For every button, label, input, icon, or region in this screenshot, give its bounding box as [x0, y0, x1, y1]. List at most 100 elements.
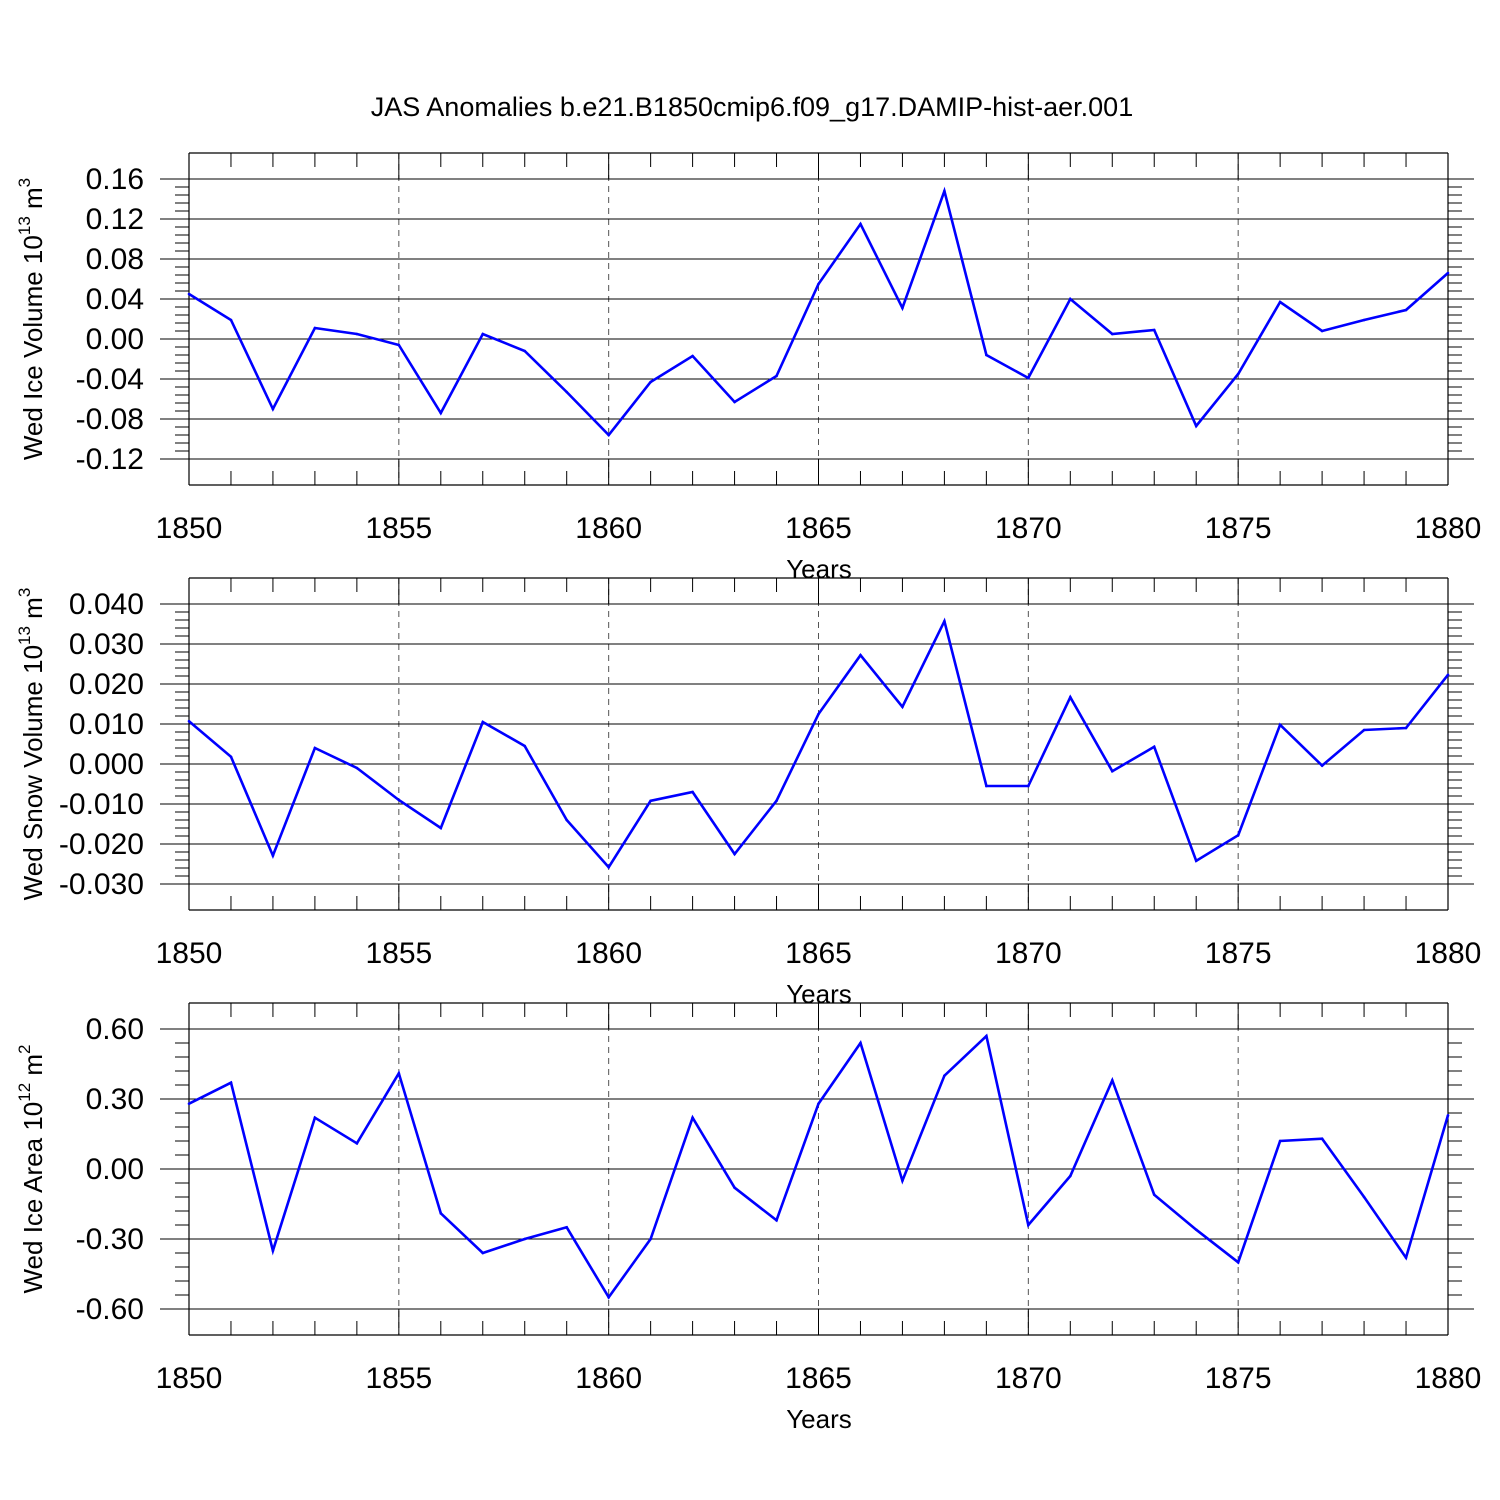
- y-tick-label: -0.030: [59, 868, 144, 901]
- y-axis-label: Wed Ice Volume 1013 m3: [15, 178, 48, 460]
- data-point: [943, 1074, 946, 1077]
- data-point: [1027, 784, 1030, 788]
- panels: -0.12 -0.08 -0.04 0.00 0.04 0.08 0.12 0.16 1850 1…: [15, 152, 1482, 1434]
- data-point: [775, 1219, 778, 1222]
- y-tick-label: -0.60: [76, 1293, 144, 1326]
- panel-3: -0.60 -0.30 0.00 0.30 0.60 1850 1855 1860 1865 18…: [15, 1002, 1481, 1434]
- y-tick-label: 0.000: [69, 748, 144, 781]
- data-point: [817, 282, 820, 286]
- data-point: [1069, 297, 1072, 301]
- data-point: [481, 332, 485, 336]
- chart-title: JAS Anomalies b.e21.B1850cmip6.f09_g17.D…: [371, 92, 1133, 122]
- data-point: [1194, 1228, 1198, 1231]
- x-tick-label: 1850: [156, 1362, 223, 1395]
- data-point: [1446, 271, 1450, 275]
- data-point: [985, 353, 988, 357]
- x-tick-label: 1855: [365, 512, 432, 545]
- y-tick-label: 0.00: [86, 323, 144, 356]
- data-point: [1320, 329, 1324, 333]
- data-point: [1278, 1139, 1282, 1143]
- y-tick-label: 0.040: [69, 588, 144, 621]
- y-tick-label: -0.010: [59, 788, 144, 821]
- data-point: [313, 746, 317, 750]
- data-point: [859, 653, 862, 657]
- data-point: [607, 865, 610, 869]
- data-point: [187, 292, 191, 296]
- y-tick-label: -0.12: [76, 443, 144, 476]
- data-point: [271, 1249, 275, 1252]
- x-tick-label: 1855: [365, 1362, 432, 1395]
- data-point: [1194, 424, 1198, 428]
- data-point: [733, 400, 736, 404]
- data-point: [1152, 328, 1156, 332]
- data-point: [271, 854, 275, 857]
- y-axis-label: Wed Ice Area 1012 m2: [15, 1044, 48, 1293]
- y-tick-label: 0.60: [86, 1013, 144, 1046]
- data-point: [775, 374, 778, 378]
- data-point: [691, 354, 694, 358]
- data-point: [1362, 728, 1366, 732]
- data-point: [481, 1251, 485, 1255]
- data-point: [439, 1212, 443, 1215]
- data-point: [733, 852, 736, 856]
- data-point: [859, 222, 862, 226]
- data-point: [1236, 372, 1240, 376]
- x-tick-label: 1860: [575, 1362, 642, 1395]
- data-point: [1236, 1261, 1240, 1264]
- x-tick-label: 1870: [995, 1362, 1062, 1395]
- y-tick-label: 0.00: [86, 1153, 144, 1186]
- data-point: [817, 712, 820, 716]
- x-tick-label: 1875: [1205, 512, 1272, 545]
- data-point: [523, 744, 527, 748]
- y-tick-label: 0.12: [86, 203, 144, 236]
- data-point: [187, 719, 191, 723]
- data-point: [1069, 1174, 1072, 1178]
- x-tick-label: 1865: [785, 512, 852, 545]
- data-point: [1152, 1193, 1156, 1196]
- data-point: [943, 619, 946, 623]
- x-tick-label: 1880: [1415, 512, 1482, 545]
- x-tick-label: 1850: [156, 512, 223, 545]
- data-point: [397, 343, 401, 347]
- data-point: [1320, 1137, 1324, 1140]
- data-point: [607, 433, 610, 437]
- data-point: [1069, 695, 1072, 699]
- data-point: [1027, 1223, 1030, 1227]
- data-point: [481, 720, 485, 724]
- x-tick-label: 1860: [575, 512, 642, 545]
- data-point: [1446, 1114, 1450, 1117]
- data-point: [691, 790, 694, 794]
- y-tick-label: -0.04: [76, 363, 144, 396]
- data-point: [1027, 376, 1030, 380]
- data-point: [1320, 764, 1324, 767]
- data-point: [1110, 1079, 1114, 1082]
- x-axis-label: Years: [786, 1404, 852, 1434]
- y-tick-label: 0.030: [69, 628, 144, 661]
- data-point: [313, 1116, 317, 1119]
- data-point: [439, 411, 443, 415]
- data-point: [985, 784, 988, 788]
- data-point: [271, 407, 275, 411]
- data-point: [523, 1237, 527, 1241]
- data-point: [355, 766, 359, 770]
- data-point: [775, 799, 778, 803]
- data-point: [523, 349, 527, 353]
- x-tick-label: 1865: [785, 937, 852, 970]
- y-tick-label: 0.16: [86, 163, 144, 196]
- data-point: [1110, 332, 1114, 336]
- data-point: [229, 1081, 233, 1084]
- data-point: [817, 1102, 820, 1105]
- x-tick-label: 1855: [365, 937, 432, 970]
- data-point: [649, 380, 652, 384]
- data-point: [901, 705, 904, 709]
- data-point: [229, 755, 233, 759]
- y-tick-label: 0.08: [86, 243, 144, 276]
- y-tick-label: 0.04: [86, 283, 144, 316]
- data-point: [1404, 726, 1408, 730]
- data-point: [943, 189, 946, 193]
- y-tick-label: -0.020: [59, 828, 144, 861]
- data-point: [607, 1296, 610, 1299]
- data-point: [1362, 1195, 1366, 1199]
- y-tick-label: -0.08: [76, 403, 144, 436]
